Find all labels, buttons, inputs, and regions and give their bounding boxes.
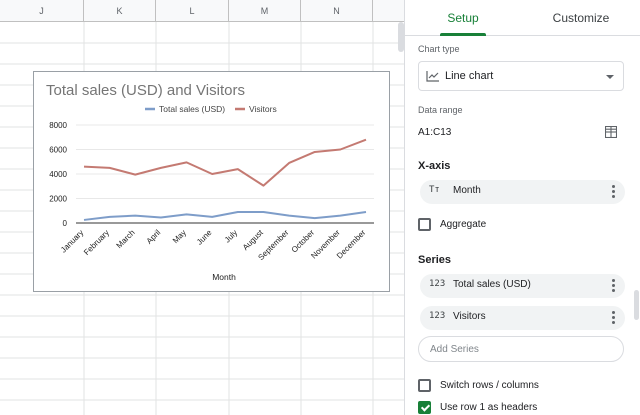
series-line-total-sales — [83, 210, 367, 221]
y-tick-label: 4000 — [49, 170, 67, 179]
chart-type-value: Line chart — [445, 70, 494, 82]
more-vert-icon[interactable] — [612, 279, 615, 293]
tab-setup[interactable]: Setup — [447, 11, 479, 25]
switch-rows-columns-label: Switch rows / columns — [440, 380, 539, 391]
x-tick-label: February — [82, 228, 111, 257]
active-tab-indicator — [440, 33, 486, 36]
panel-scrollbar[interactable] — [634, 290, 639, 320]
more-vert-icon[interactable] — [612, 311, 615, 325]
column-header-l[interactable]: L — [156, 0, 229, 22]
chart-editor-panel: Setup Customize Chart type Line chart Da… — [404, 0, 640, 415]
column-header-m[interactable]: M — [229, 0, 301, 22]
y-tick-label: 6000 — [49, 146, 67, 155]
legend-label: Total sales (USD) — [159, 104, 225, 114]
x-axis-title: Month — [212, 272, 236, 282]
series-chip-label: Total sales (USD) — [453, 279, 531, 290]
x-tick-label: August — [241, 228, 266, 253]
tab-customize[interactable]: Customize — [552, 11, 610, 25]
editor-tabs: Setup Customize — [405, 0, 640, 36]
switch-rows-columns-checkbox[interactable] — [418, 379, 431, 392]
aggregate-checkbox[interactable] — [418, 218, 431, 231]
series-line-visitors — [83, 138, 367, 187]
number-type-icon: 123 — [429, 311, 446, 321]
x-tick-label: May — [171, 228, 188, 245]
column-header-n[interactable]: N — [301, 0, 373, 22]
x-tick-label: June — [195, 228, 214, 247]
y-tick-label: 2000 — [49, 195, 67, 204]
xaxis-chip-label: Month — [453, 185, 481, 196]
add-series-label: Add Series — [430, 344, 479, 355]
number-type-icon: 123 — [429, 279, 446, 289]
series-chip-visitors[interactable]: 123 Visitors — [420, 306, 625, 330]
data-range-label: Data range — [418, 105, 463, 115]
more-vert-icon[interactable] — [612, 185, 615, 199]
line-chart-icon — [426, 71, 439, 82]
aggregate-label: Aggregate — [440, 219, 487, 230]
y-tick-label: 8000 — [49, 121, 67, 130]
legend-label: Visitors — [249, 104, 277, 114]
chart-title: Total sales (USD) and Visitors — [46, 82, 245, 99]
chart-type-label: Chart type — [418, 44, 460, 54]
series-chip-label: Visitors — [453, 311, 486, 322]
column-header-k[interactable]: K — [84, 0, 156, 22]
x-tick-label: March — [115, 228, 137, 250]
y-tick-label: 0 — [63, 219, 68, 228]
xaxis-chip[interactable]: Tт Month — [420, 180, 625, 204]
x-tick-label: April — [145, 228, 163, 246]
use-row1-headers-label: Use row 1 as headers — [440, 402, 538, 413]
column-header-j[interactable]: J — [0, 0, 84, 22]
text-type-icon: Tт — [429, 185, 440, 195]
series-section-title: Series — [418, 254, 452, 266]
column-header-row: J K L M N — [0, 0, 404, 22]
embedded-chart[interactable]: Total sales (USD) and Visitors Total sale… — [33, 71, 390, 292]
data-range-input[interactable]: A1:C13 — [418, 127, 452, 138]
xaxis-section-title: X-axis — [418, 160, 451, 172]
spreadsheet-grid[interactable]: J K L M N Total sales (USD) and Visitors… — [0, 0, 404, 415]
grid-select-icon[interactable] — [605, 126, 617, 138]
x-tick-label: July — [223, 228, 239, 244]
series-chip-total-sales[interactable]: 123 Total sales (USD) — [420, 274, 625, 298]
chevron-down-icon — [606, 75, 614, 79]
use-row1-headers-checkbox[interactable] — [418, 401, 431, 414]
chart-type-dropdown[interactable]: Line chart — [418, 61, 624, 91]
line-chart: Total sales (USD) and Visitors Total sale… — [46, 82, 374, 282]
sheet-scrollbar[interactable] — [398, 22, 404, 52]
add-series-button[interactable]: Add Series — [418, 336, 624, 362]
